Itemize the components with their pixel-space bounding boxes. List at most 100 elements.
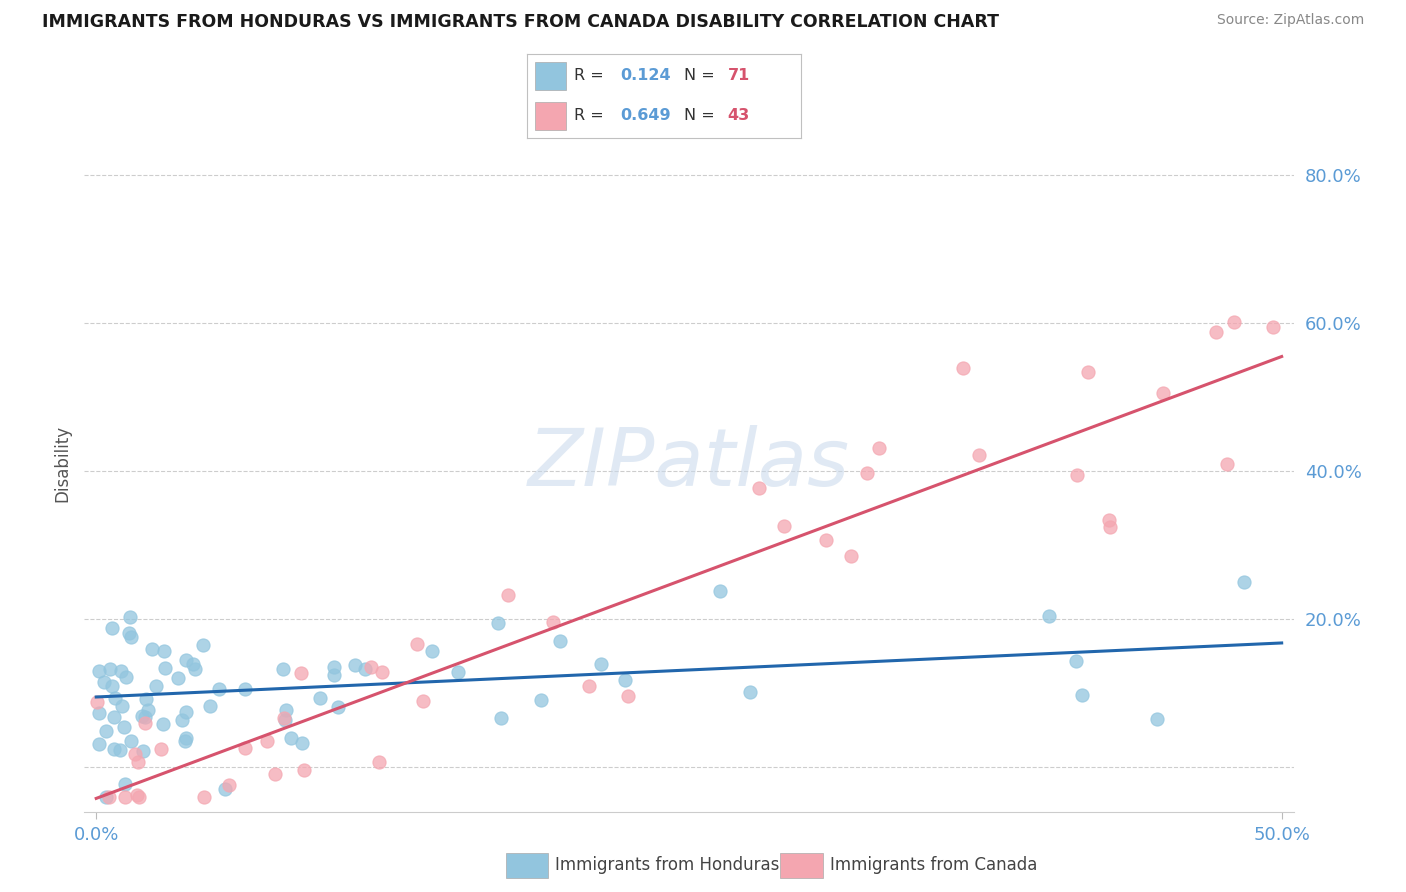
Point <box>176 653 198 667</box>
Point <box>134 715 156 730</box>
Point <box>274 713 297 727</box>
Point <box>360 660 382 674</box>
Point <box>814 533 837 547</box>
Point <box>617 689 640 703</box>
Point <box>152 717 174 731</box>
Text: N =: N = <box>683 108 720 123</box>
Point <box>1205 326 1227 340</box>
Point <box>323 668 346 682</box>
Point <box>98 662 121 676</box>
Point <box>117 626 139 640</box>
Point <box>292 763 315 777</box>
Point <box>174 731 197 745</box>
Point <box>87 737 110 751</box>
Point <box>491 711 513 725</box>
Point <box>1099 520 1122 534</box>
Point <box>280 731 302 745</box>
Point <box>111 699 134 714</box>
Y-axis label: Disability: Disability <box>53 425 72 502</box>
Point <box>110 664 132 678</box>
Point <box>127 788 149 802</box>
Point <box>198 698 221 713</box>
Point <box>952 361 974 376</box>
Point <box>1038 608 1060 623</box>
Point <box>543 615 565 629</box>
Point <box>290 736 312 750</box>
Point <box>589 657 612 672</box>
Point <box>326 700 349 714</box>
Point <box>131 708 153 723</box>
Point <box>208 681 231 696</box>
Point <box>578 679 600 693</box>
Point <box>486 616 509 631</box>
Text: R =: R = <box>574 108 609 123</box>
Point <box>153 661 176 675</box>
Point <box>114 777 136 791</box>
Point <box>271 662 294 676</box>
Point <box>167 671 190 685</box>
Point <box>1066 654 1088 668</box>
Point <box>118 610 141 624</box>
Point <box>87 706 110 720</box>
Point <box>290 665 312 680</box>
Point <box>1216 457 1239 471</box>
Point <box>344 658 367 673</box>
Point <box>110 742 132 756</box>
Text: ZIPatlas: ZIPatlas <box>527 425 851 503</box>
Point <box>1066 467 1088 482</box>
Text: IMMIGRANTS FROM HONDURAS VS IMMIGRANTS FROM CANADA DISABILITY CORRELATION CHART: IMMIGRANTS FROM HONDURAS VS IMMIGRANTS F… <box>42 13 1000 31</box>
Point <box>233 681 256 696</box>
Text: R =: R = <box>574 68 609 83</box>
Text: Immigrants from Canada: Immigrants from Canada <box>830 856 1036 874</box>
Point <box>128 789 150 804</box>
Point <box>94 724 117 739</box>
Point <box>127 755 149 769</box>
Point <box>233 740 256 755</box>
Point <box>96 789 118 804</box>
Point <box>112 720 135 734</box>
Point <box>368 755 391 769</box>
Point <box>145 679 167 693</box>
Point <box>446 665 468 679</box>
Point <box>87 665 110 679</box>
Point <box>420 644 443 658</box>
Point <box>174 705 197 719</box>
Point <box>839 549 862 563</box>
Point <box>709 583 731 598</box>
Point <box>309 690 332 705</box>
Point <box>1152 386 1174 401</box>
Point <box>406 637 429 651</box>
Point <box>1233 575 1256 590</box>
Point <box>86 695 108 709</box>
Point <box>274 703 297 717</box>
Text: Immigrants from Honduras: Immigrants from Honduras <box>555 856 780 874</box>
Point <box>101 679 124 693</box>
Point <box>496 588 519 602</box>
Point <box>218 778 240 792</box>
Point <box>181 657 204 672</box>
Point <box>614 673 637 688</box>
Point <box>114 789 136 804</box>
Point <box>98 789 121 804</box>
Point <box>856 466 879 480</box>
Bar <box>536 62 565 90</box>
Point <box>530 693 553 707</box>
Point <box>104 690 127 705</box>
Point <box>748 481 770 495</box>
Point <box>548 633 571 648</box>
Point <box>184 663 207 677</box>
Point <box>141 642 163 657</box>
Text: 71: 71 <box>727 68 749 83</box>
Point <box>124 747 146 761</box>
Point <box>1261 319 1284 334</box>
Point <box>153 644 176 658</box>
Bar <box>536 102 565 130</box>
Point <box>103 710 125 724</box>
Point <box>93 675 115 690</box>
Point <box>170 714 193 728</box>
Point <box>263 767 285 781</box>
Point <box>193 789 215 804</box>
Point <box>1071 689 1094 703</box>
Point <box>120 630 142 644</box>
Text: 0.124: 0.124 <box>620 68 671 83</box>
